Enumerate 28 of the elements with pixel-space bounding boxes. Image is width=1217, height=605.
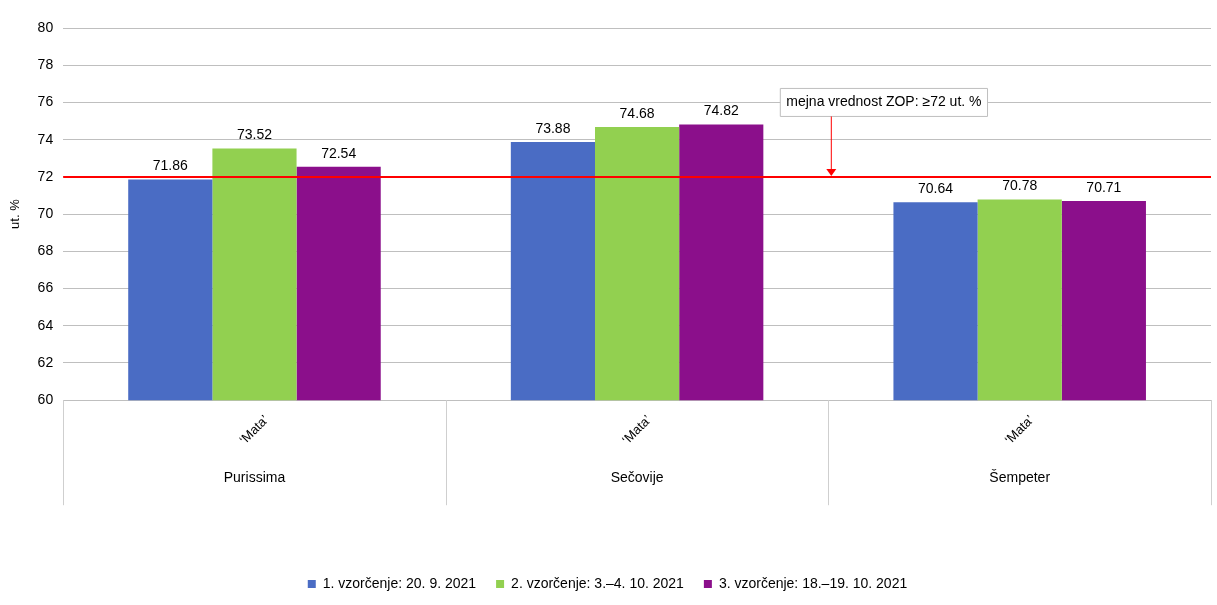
data-label: 71.86 xyxy=(152,157,189,174)
y-tick-label: 66 xyxy=(37,279,54,296)
data-label: 70.64 xyxy=(918,180,954,197)
y-tick-label: 76 xyxy=(37,93,54,110)
data-label: 73.88 xyxy=(535,119,571,136)
y-tick-label: 72 xyxy=(37,167,54,184)
x-tick-label: Šempeter xyxy=(989,469,1051,486)
y-tick-label: 80 xyxy=(37,18,54,35)
legend-label: 1. vzorčenje: 20. 9. 2021 xyxy=(322,574,477,591)
y-axis-title: ut. % xyxy=(7,198,23,229)
y-tick-label: 74 xyxy=(37,130,54,147)
y-tick-label: 68 xyxy=(37,242,54,259)
ref-line-label: mejna vrednost ZOP: ≥72 ut. % xyxy=(786,93,982,110)
data-label: 72.54 xyxy=(321,144,357,161)
x-tick-label: Purissima xyxy=(223,469,286,486)
y-tick-label: 64 xyxy=(37,316,54,333)
legend-label: 3. vzorčenje: 18.–19. 10. 2021 xyxy=(718,574,908,591)
data-label: 70.78 xyxy=(1002,177,1038,194)
x-tick-label: Sečovije xyxy=(610,469,664,486)
data-label: 74.68 xyxy=(619,104,655,121)
y-tick-label: 78 xyxy=(37,56,54,73)
y-tick-label: 60 xyxy=(37,391,54,408)
y-tick-label: 70 xyxy=(37,204,54,221)
legend-label: 2. vzorčenje: 3.–4. 10. 2021 xyxy=(511,574,685,591)
data-label: 74.82 xyxy=(703,102,739,119)
data-label: 73.52 xyxy=(236,126,273,143)
data-label: 70.71 xyxy=(1086,178,1122,195)
y-tick-label: 62 xyxy=(37,353,54,370)
